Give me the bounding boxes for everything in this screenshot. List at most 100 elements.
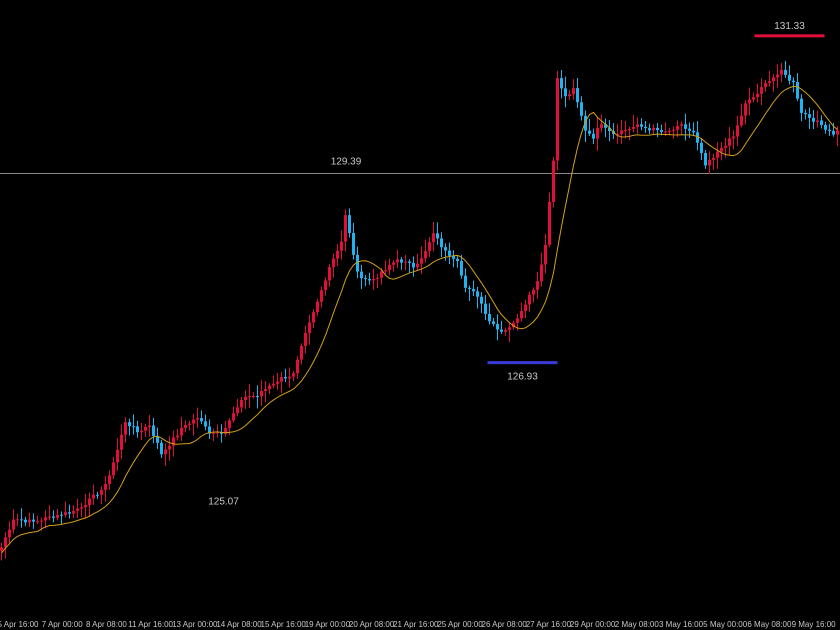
candle-body	[532, 289, 535, 295]
candle	[248, 384, 251, 408]
candle	[708, 151, 711, 175]
candle	[444, 243, 447, 261]
candle	[772, 74, 775, 92]
candle-body	[196, 418, 199, 420]
candle-body	[384, 270, 387, 272]
candle	[0, 542, 3, 561]
x-tick-label: 27 Apr 16:00	[526, 620, 572, 629]
candle-body	[760, 87, 763, 94]
candle-body	[76, 508, 79, 511]
candle-body	[684, 124, 687, 129]
candle	[36, 515, 39, 525]
candle-body	[756, 93, 759, 98]
candle-body	[800, 98, 803, 113]
candle-body	[104, 484, 107, 490]
candle	[64, 501, 67, 518]
candle-body	[304, 332, 307, 346]
x-tick-label: 25 Apr 00:00	[437, 620, 483, 629]
candle-body	[596, 127, 599, 139]
candle-body	[60, 514, 63, 516]
candle	[380, 268, 383, 285]
candle	[164, 443, 167, 466]
candle	[672, 126, 675, 139]
candle	[204, 414, 207, 431]
candle	[500, 320, 503, 335]
candle-body	[552, 160, 555, 202]
candle-body	[464, 275, 467, 288]
candle-body	[560, 78, 563, 89]
candle-body	[144, 426, 147, 431]
candle-body	[688, 128, 691, 131]
candle	[132, 414, 135, 435]
candle	[96, 491, 99, 500]
candle	[540, 252, 543, 287]
candle	[372, 268, 375, 290]
candle	[452, 250, 455, 268]
candle	[556, 70, 559, 171]
candle-body	[752, 97, 755, 100]
candle	[116, 438, 119, 471]
candle	[104, 475, 107, 502]
x-tick-label: 5 Apr 16:00	[0, 620, 39, 629]
candle-body	[84, 505, 87, 508]
candle	[200, 410, 203, 424]
candle-body	[480, 296, 483, 304]
candle	[460, 255, 463, 279]
candle-body	[264, 389, 267, 391]
candle	[716, 142, 719, 169]
candle-body	[340, 241, 343, 251]
candle-body	[344, 215, 347, 242]
candle-body	[512, 322, 515, 328]
candle	[676, 120, 679, 138]
candle-body	[0, 547, 3, 551]
candle	[396, 249, 399, 268]
candle	[524, 299, 527, 318]
candle-body	[360, 271, 363, 279]
candle-body	[88, 498, 91, 506]
candle	[588, 118, 591, 136]
candle-body	[780, 69, 783, 75]
candle-body	[832, 130, 835, 135]
candle-body	[292, 373, 295, 377]
candle	[272, 375, 275, 389]
candle	[188, 420, 191, 431]
candle	[168, 436, 171, 461]
candle-body	[600, 124, 603, 128]
candle-body	[500, 329, 503, 332]
candle-body	[12, 519, 15, 530]
candle-body	[248, 396, 251, 398]
candle	[732, 130, 735, 150]
candle	[192, 413, 195, 436]
x-tick-label: 9 May 16:00	[792, 620, 837, 629]
candle-body	[80, 507, 83, 509]
candle-body	[320, 290, 323, 302]
candle	[120, 424, 123, 460]
x-tick-label: 6 May 08:00	[747, 620, 792, 629]
candle	[284, 368, 287, 382]
candle-body	[412, 262, 415, 268]
candle	[220, 424, 223, 443]
candle	[548, 192, 551, 248]
candle	[424, 239, 427, 263]
candle	[820, 115, 823, 129]
x-tick-label: 19 Apr 00:00	[305, 620, 351, 629]
candle-body	[388, 264, 391, 271]
candle-body	[164, 449, 167, 455]
candle-body	[648, 128, 651, 131]
candle	[412, 256, 415, 277]
candle-body	[544, 244, 547, 265]
candle	[92, 484, 95, 505]
candle-body	[180, 427, 183, 436]
candle	[756, 83, 759, 103]
x-tick-label: 13 Apr 00:00	[172, 620, 218, 629]
candle	[436, 222, 439, 245]
candle-body	[68, 512, 71, 514]
candle	[684, 113, 687, 141]
candle	[764, 79, 767, 92]
candle	[56, 508, 59, 521]
candle-body	[452, 255, 455, 259]
candle	[464, 268, 467, 293]
candle	[476, 286, 479, 309]
candle	[76, 499, 79, 519]
